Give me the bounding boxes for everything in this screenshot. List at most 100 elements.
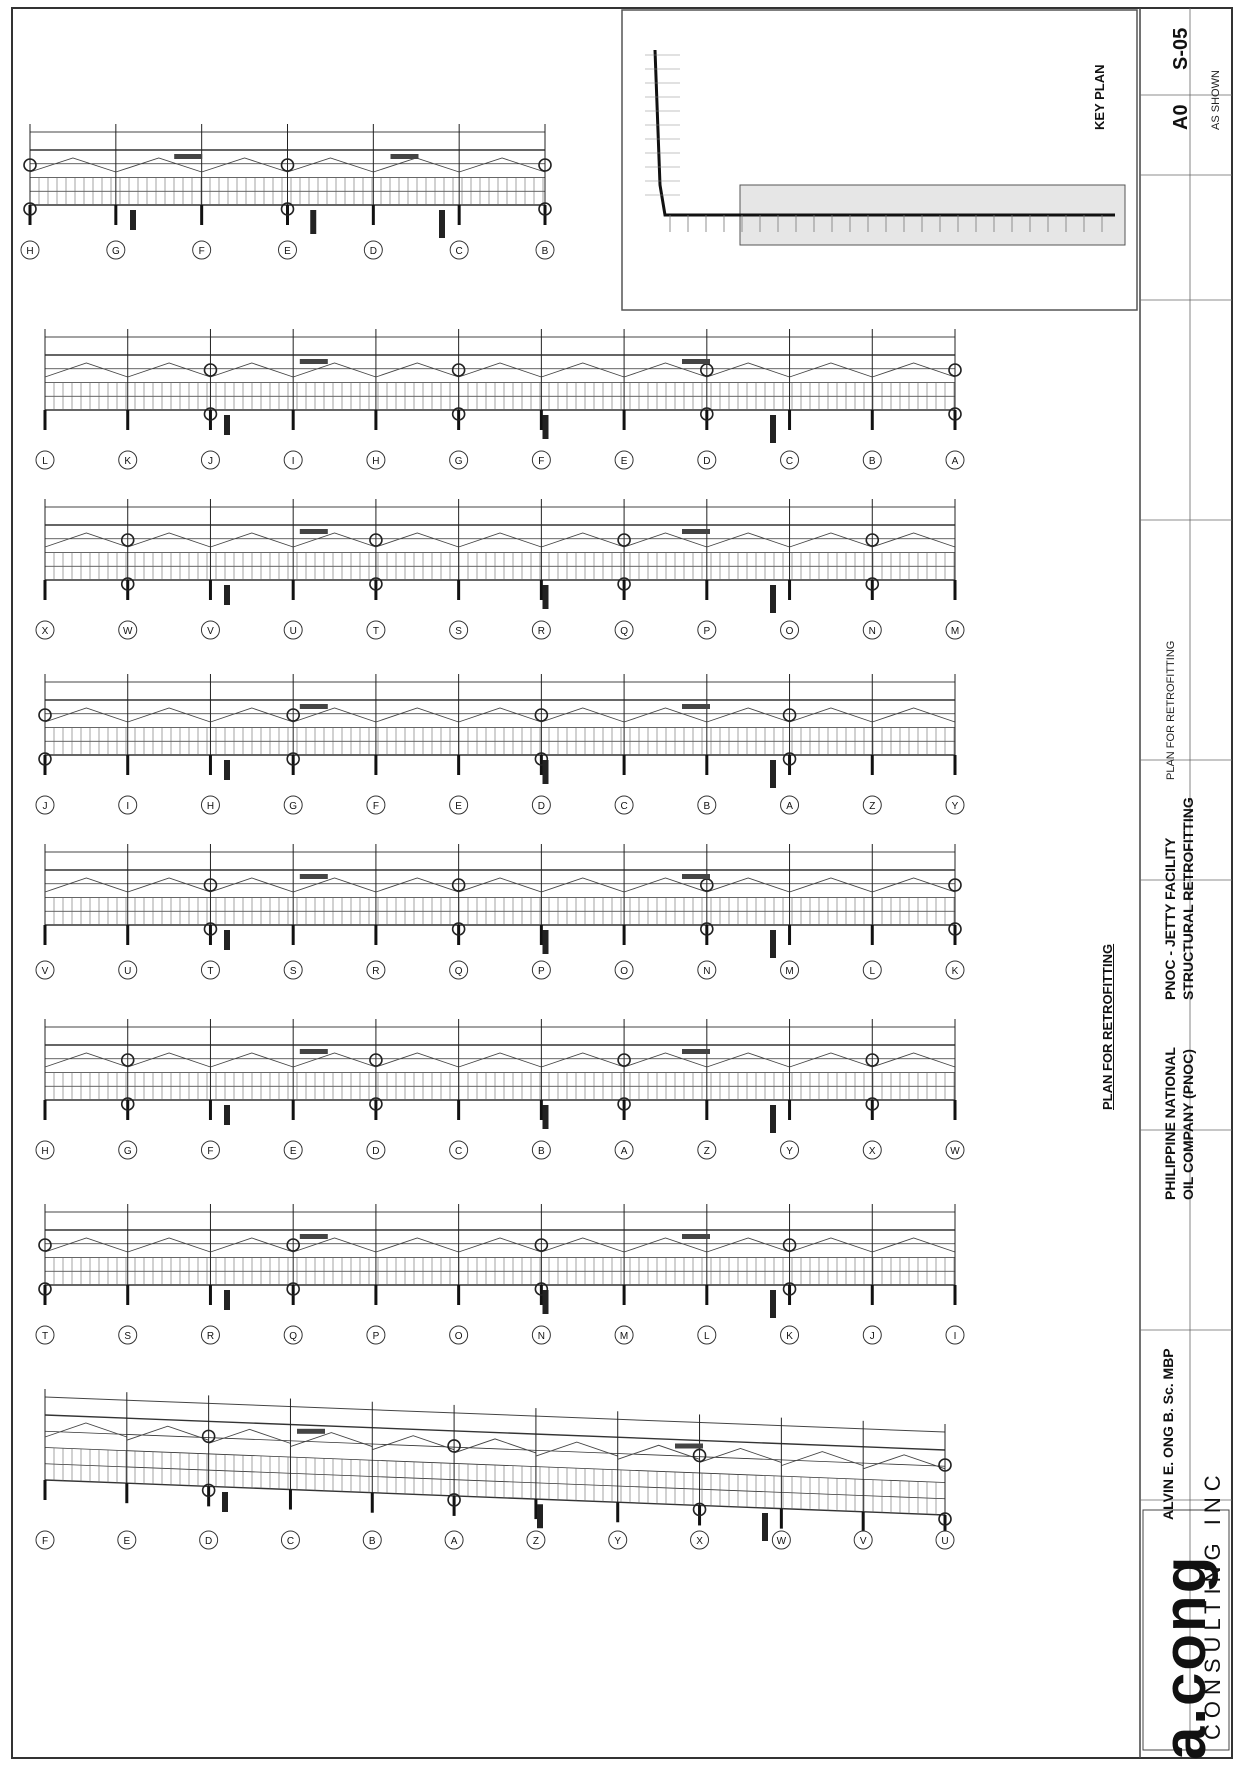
retrofit-block xyxy=(770,930,776,958)
grid-bubble-label: I xyxy=(126,801,129,812)
grid-bubble-label: H xyxy=(41,1146,48,1157)
bracing xyxy=(623,362,707,378)
grid-bubble xyxy=(200,795,220,815)
grid-bubble-label: M xyxy=(951,626,959,637)
bracing xyxy=(541,1237,625,1253)
pile-circle xyxy=(369,533,383,547)
beam-highlight xyxy=(682,1234,710,1239)
pile-circle xyxy=(286,752,300,766)
bracing xyxy=(706,707,790,723)
bracing xyxy=(706,532,790,548)
logo-frame xyxy=(1142,1509,1230,1751)
retrofit-block xyxy=(542,415,549,439)
grid-bubble xyxy=(449,620,469,640)
pile-circle xyxy=(538,158,552,172)
grid-bubble xyxy=(945,1140,965,1160)
grid-bubble xyxy=(531,620,551,640)
retrofit-block xyxy=(224,1290,230,1310)
client-line-1: PHILIPPINE NATIONAL xyxy=(1162,1047,1178,1200)
grid-bubble-label: E xyxy=(455,801,462,812)
dimension-line xyxy=(44,1396,946,1433)
grid-bubble xyxy=(780,960,800,980)
bracing xyxy=(699,1447,782,1463)
grid-bubble-label: G xyxy=(289,801,297,812)
grid-bubble xyxy=(531,1325,551,1345)
grid-bubble-label: L xyxy=(42,456,48,467)
grid-bubble xyxy=(283,795,303,815)
grid-bubble xyxy=(531,450,551,470)
retrofit-block xyxy=(537,1504,543,1529)
pile-circle xyxy=(369,1053,383,1067)
grid-bubble-label: L xyxy=(869,966,875,977)
grid-bubble-label: A xyxy=(451,1536,458,1547)
grid-bubble xyxy=(200,1140,220,1160)
project-line-2: STRUCTURAL RETROFITTING xyxy=(1180,797,1196,1000)
grid-bubble-label: Z xyxy=(869,801,875,812)
bracing xyxy=(623,532,707,548)
grid-bubble-label: K xyxy=(786,1331,793,1342)
beam-highlight xyxy=(390,154,419,159)
pile-circle xyxy=(280,202,295,216)
bracing xyxy=(115,157,202,173)
pile-circle xyxy=(201,1483,216,1498)
beam-highlight xyxy=(675,1443,703,1449)
grid-bubble xyxy=(118,1325,138,1345)
retrofit-block xyxy=(224,585,230,605)
bracing xyxy=(623,707,707,723)
bracing xyxy=(535,1441,618,1457)
title-block-grid xyxy=(1140,8,1232,1758)
grid-bubble xyxy=(449,240,469,260)
pile-circle xyxy=(286,1282,300,1296)
pile-circle xyxy=(369,577,383,591)
grid-bubble-label: T xyxy=(373,626,379,637)
grid-bubble-label: N xyxy=(869,626,876,637)
grid-bubble-label: J xyxy=(208,456,213,467)
grid-bubble-label: Y xyxy=(952,801,959,812)
grid-bubble-label: A xyxy=(952,456,959,467)
pile-circle xyxy=(38,708,52,722)
grid-bubble-label: B xyxy=(542,246,549,257)
bracing xyxy=(208,1428,291,1444)
pile-circle xyxy=(534,1238,549,1252)
grid-bubble-label: G xyxy=(112,246,120,257)
grid-bubble-label: B xyxy=(869,456,876,467)
grid-bubble xyxy=(608,1530,628,1550)
bracing xyxy=(458,1052,542,1068)
beam-highlight xyxy=(299,874,328,879)
grid-bubble xyxy=(200,450,220,470)
pile-circle xyxy=(203,922,218,936)
bracing xyxy=(453,1438,537,1454)
pile-circle xyxy=(23,158,37,172)
bracing xyxy=(458,707,542,723)
pile-circle xyxy=(948,878,962,892)
project-line-1: PNOC - JETTY FACILITY xyxy=(1162,837,1178,1000)
bracing xyxy=(293,532,377,548)
grid-bubble-label: C xyxy=(287,1536,294,1547)
grid-bubble-label: R xyxy=(538,626,545,637)
bracing xyxy=(372,1435,455,1451)
grid-bubble-label: Q xyxy=(455,966,463,977)
grid-bubble-label: J xyxy=(870,1331,875,1342)
bracing xyxy=(706,877,790,893)
bracing xyxy=(210,532,294,548)
grid-bubble-label: F xyxy=(373,801,379,812)
grid-bubble xyxy=(35,795,55,815)
retrofit-block xyxy=(542,585,549,609)
grid-bubble-label: N xyxy=(538,1331,545,1342)
grid-bubble-label: Y xyxy=(614,1536,621,1547)
pile-circle xyxy=(948,363,962,377)
retrofit-block xyxy=(224,930,230,950)
retrofit-block xyxy=(762,1513,768,1541)
pile-circle xyxy=(948,922,962,936)
company-logo-subtitle: CONSULTING INC xyxy=(1200,1469,1225,1740)
grid-bubble xyxy=(283,1140,303,1160)
grid-bubble xyxy=(614,450,634,470)
grid-bubble xyxy=(771,1530,791,1550)
grid-bubble xyxy=(200,960,220,980)
